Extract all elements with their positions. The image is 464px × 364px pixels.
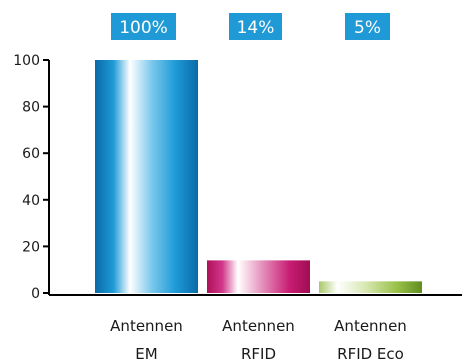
bar: [319, 281, 422, 293]
data-label-box: [345, 13, 390, 40]
category-label-line2: RFID Eco: [337, 345, 404, 363]
y-tick-label: 60: [22, 146, 40, 162]
data-label-box: [229, 13, 282, 40]
category-label-line1: Antennen: [110, 317, 183, 335]
y-ticks: 0 20 40 60 80 100: [13, 53, 49, 302]
category-labels: Antennen EM Antennen RFID Antennen RFID Eco: [110, 317, 407, 363]
category-label-line2: RFID: [241, 345, 276, 363]
category-label-line2: EM: [135, 345, 157, 363]
data-label: 100%: [119, 18, 168, 38]
y-tick-label: 80: [22, 100, 40, 116]
data-label-box: [111, 13, 176, 40]
data-label: 5%: [354, 18, 381, 38]
y-tick-label: 20: [22, 239, 40, 255]
category-label-line1: Antennen: [222, 317, 295, 335]
data-label: 14%: [237, 18, 275, 38]
y-axis: 0 20 40 60 80 100: [13, 53, 50, 302]
y-tick-label: 0: [31, 286, 40, 302]
bar: [207, 260, 310, 293]
y-tick-label: 40: [22, 193, 40, 209]
data-labels: 100% 14% 5%: [111, 13, 390, 40]
category-label-line1: Antennen: [334, 317, 407, 335]
y-tick-label: 100: [13, 53, 40, 69]
bars: [95, 60, 422, 293]
bar: [95, 60, 198, 293]
